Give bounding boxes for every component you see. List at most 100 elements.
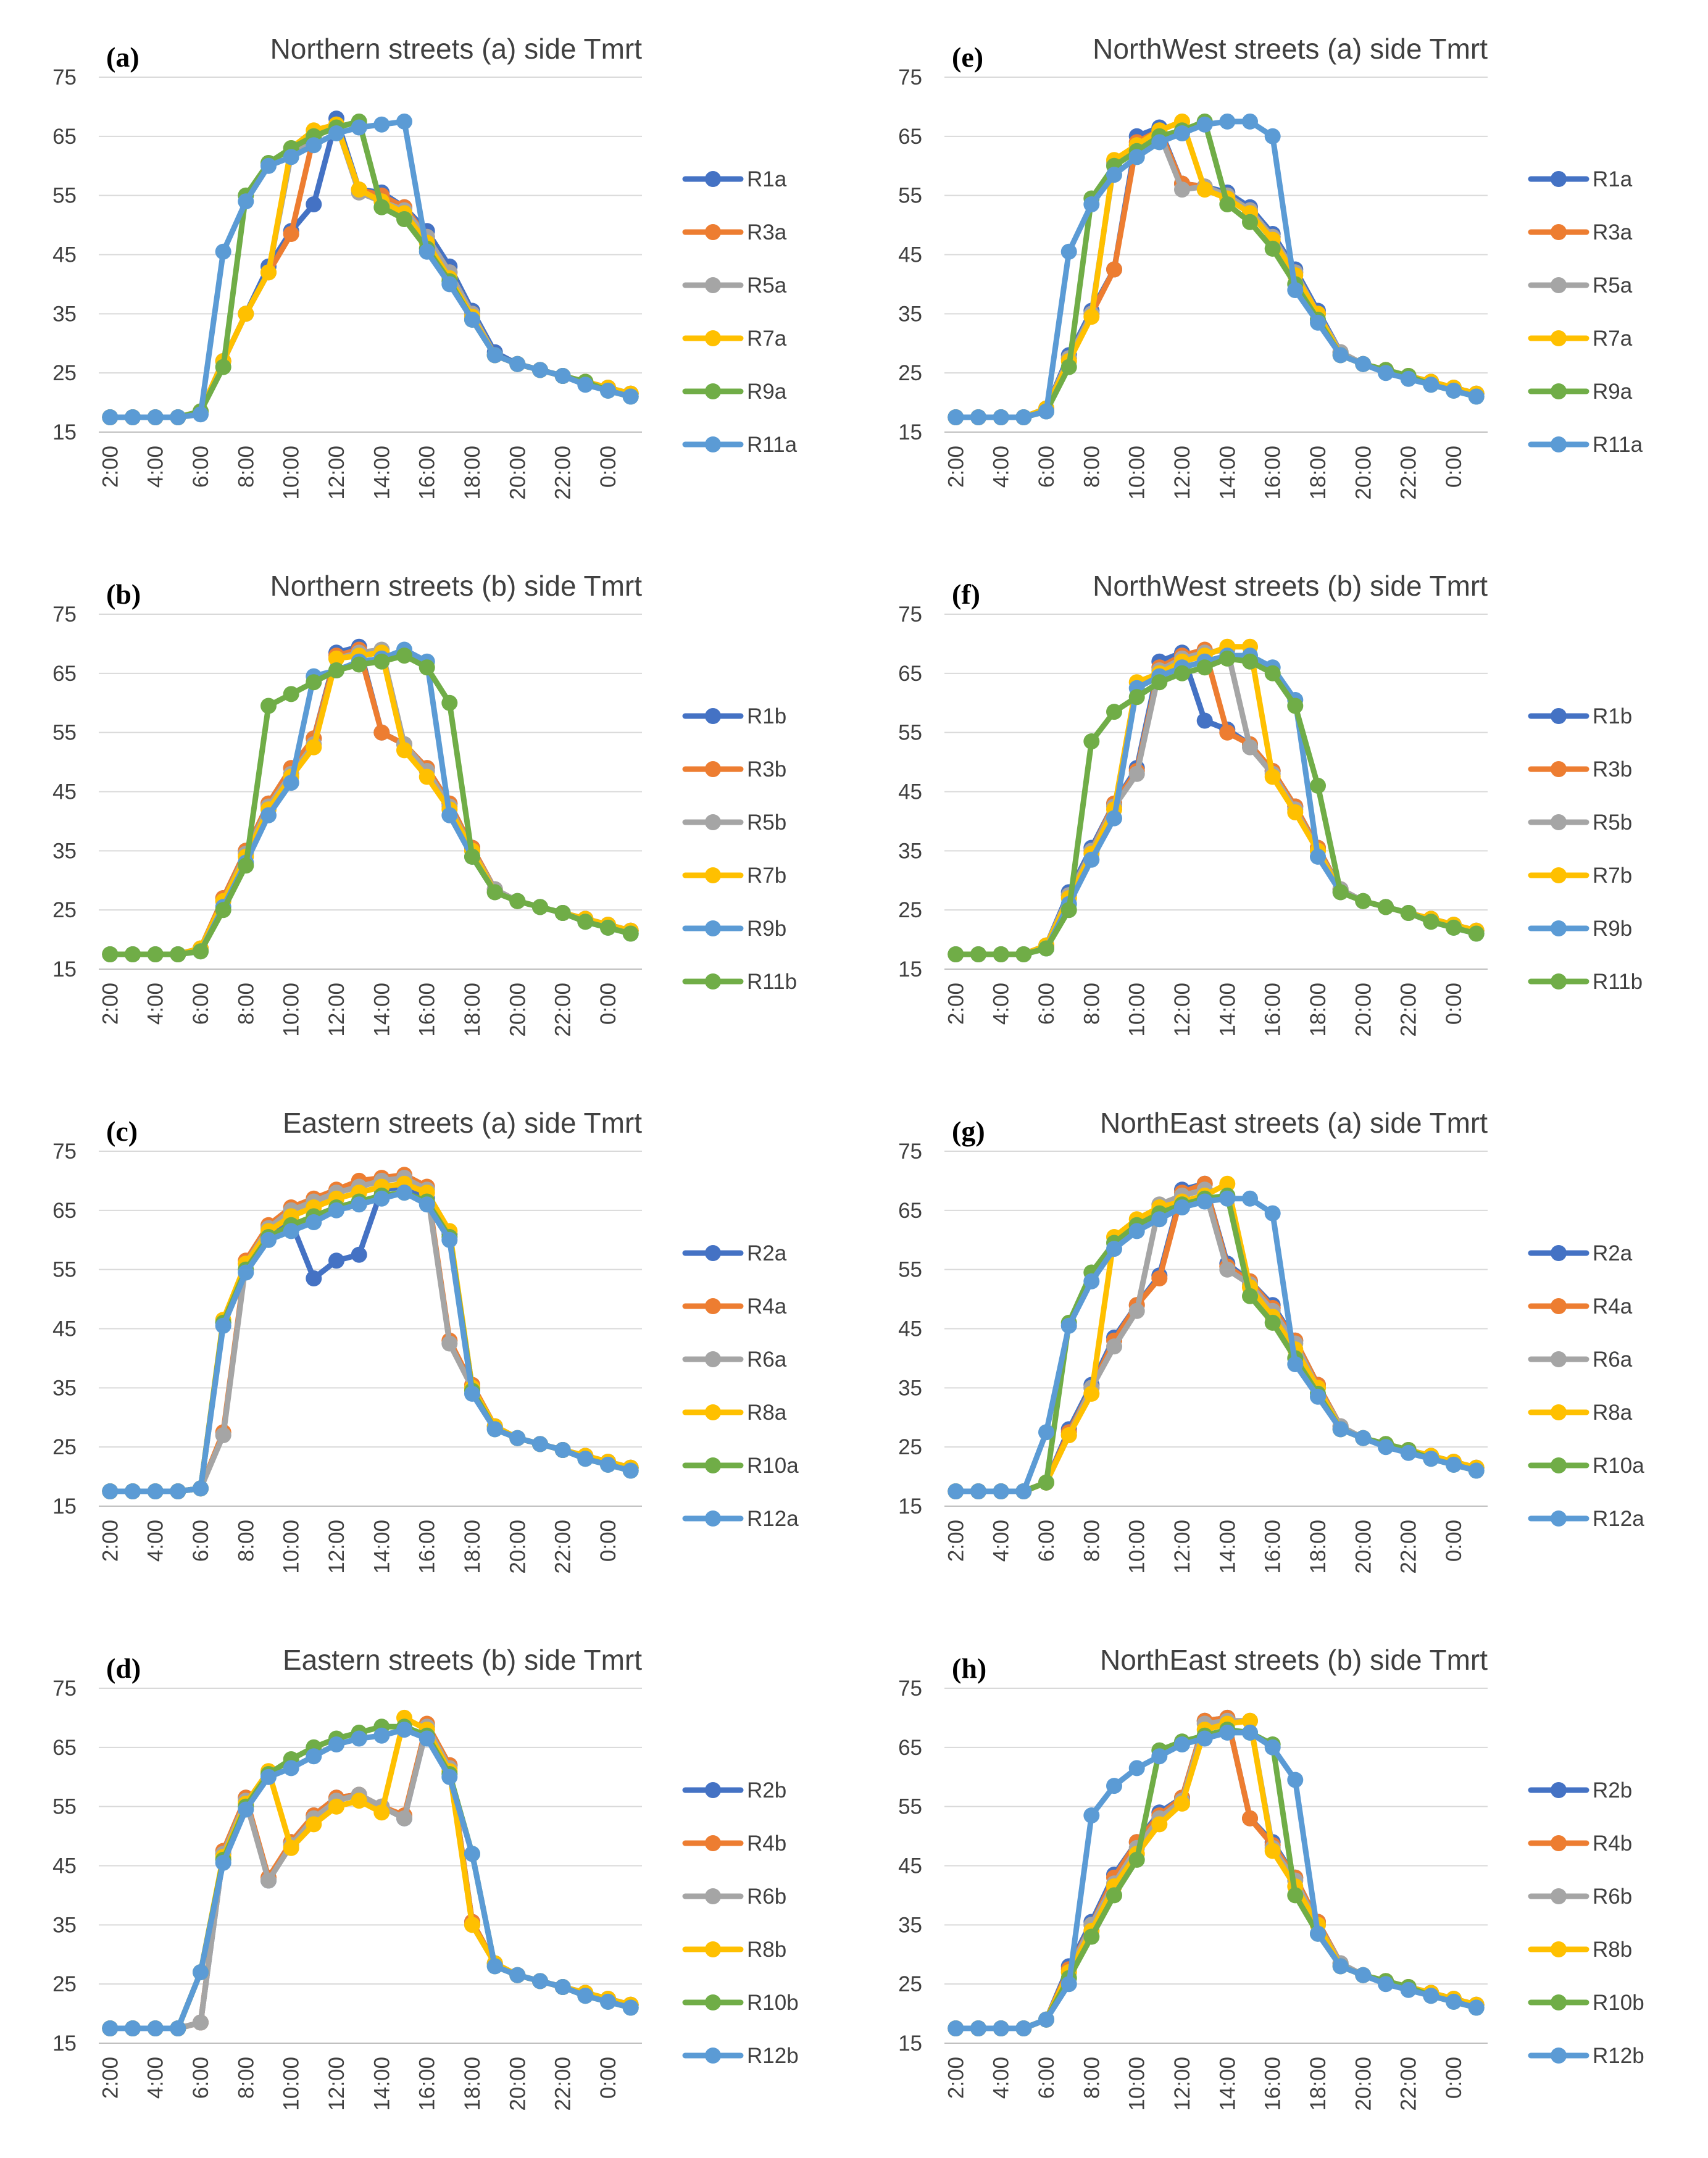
y-tick-label: 15 bbox=[898, 420, 922, 444]
legend-marker bbox=[705, 436, 721, 452]
data-point bbox=[1287, 804, 1304, 820]
data-point bbox=[1219, 1261, 1236, 1278]
x-tick-label: 18:00 bbox=[1306, 2057, 1330, 2111]
data-point bbox=[1106, 810, 1122, 827]
legend-marker bbox=[705, 224, 721, 240]
y-tick-label: 15 bbox=[898, 957, 922, 981]
x-tick-label: 8:00 bbox=[234, 983, 258, 1025]
data-point bbox=[260, 264, 277, 281]
y-tick-label: 35 bbox=[898, 1913, 922, 1937]
data-point bbox=[1128, 689, 1145, 706]
data-point bbox=[1400, 1981, 1417, 1998]
panel-label: (b) bbox=[106, 578, 141, 610]
data-point bbox=[306, 137, 322, 154]
legend-marker bbox=[705, 867, 721, 883]
data-point bbox=[1310, 848, 1326, 865]
data-point bbox=[441, 1768, 458, 1785]
data-point bbox=[1264, 128, 1281, 144]
data-point bbox=[464, 1846, 480, 1862]
data-point bbox=[306, 1270, 322, 1286]
chart-panel: 15 25 35 45 55 65 75 2:00 4:00 6:00 8:00 10:00 12:00… bbox=[898, 570, 1643, 1037]
data-point bbox=[125, 946, 141, 962]
panel-label: (d) bbox=[106, 1652, 141, 1684]
x-tick-label: 10:00 bbox=[280, 446, 304, 500]
data-point bbox=[328, 1798, 344, 1815]
y-tick-label: 75 bbox=[898, 602, 922, 627]
x-tick-label: 6:00 bbox=[1035, 2057, 1059, 2099]
data-point bbox=[1060, 1317, 1077, 1334]
y-tick-label: 15 bbox=[52, 420, 77, 444]
y-tick-label: 75 bbox=[52, 1139, 77, 1164]
legend-label: R10a bbox=[747, 1454, 799, 1478]
legend-label: R10b bbox=[1593, 1991, 1644, 2015]
data-point bbox=[1196, 116, 1213, 133]
y-tick-label: 55 bbox=[898, 1258, 922, 1282]
x-tick-label: 12:00 bbox=[1170, 983, 1194, 1037]
chart-panel: 15 25 35 45 55 65 75 2:00 4:00 6:00 8:00 10:00 12:00… bbox=[52, 1644, 799, 2111]
legend-label: R3a bbox=[747, 220, 787, 244]
data-point bbox=[1423, 914, 1439, 930]
data-point bbox=[170, 409, 186, 425]
y-tick-label: 35 bbox=[52, 302, 77, 326]
data-point bbox=[1468, 925, 1485, 942]
data-point bbox=[1355, 1430, 1372, 1446]
data-point bbox=[193, 1480, 209, 1497]
x-tick-label: 16:00 bbox=[1261, 2057, 1285, 2111]
legend-marker bbox=[1551, 1782, 1567, 1798]
data-point bbox=[1196, 181, 1213, 198]
y-tick-label: 65 bbox=[898, 125, 922, 149]
chart-title: NorthEast streets (b) side Tmrt bbox=[1100, 1644, 1488, 1676]
data-point bbox=[577, 1451, 594, 1467]
data-point bbox=[306, 1816, 322, 1833]
data-point bbox=[306, 739, 322, 756]
data-point bbox=[554, 1979, 571, 1995]
data-point bbox=[1378, 1439, 1394, 1456]
chart-title: Eastern streets (a) side Tmrt bbox=[283, 1107, 642, 1139]
chart-panel: 15 25 35 45 55 65 75 2:00 4:00 6:00 8:00 10:00 12:00… bbox=[52, 33, 798, 500]
legend-label: R12a bbox=[1593, 1507, 1644, 1531]
x-tick-label: 22:00 bbox=[551, 983, 575, 1037]
data-point bbox=[1355, 1967, 1372, 1983]
data-point bbox=[1060, 243, 1077, 260]
legend-label: R8b bbox=[1593, 1938, 1632, 1962]
legend-marker bbox=[1551, 171, 1567, 187]
data-point bbox=[396, 113, 412, 130]
legend-marker bbox=[705, 1510, 721, 1527]
data-point bbox=[1242, 1190, 1258, 1207]
legend-marker bbox=[1551, 920, 1567, 936]
data-point bbox=[102, 946, 119, 962]
x-tick-label: 18:00 bbox=[460, 446, 485, 500]
data-point bbox=[215, 243, 231, 260]
data-point bbox=[283, 775, 299, 791]
y-tick-label: 15 bbox=[52, 1494, 77, 1519]
data-point bbox=[486, 1421, 503, 1438]
legend-label: R11b bbox=[1593, 970, 1643, 994]
x-tick-label: 22:00 bbox=[1397, 983, 1421, 1037]
y-tick-label: 75 bbox=[898, 1677, 922, 1701]
legend-marker bbox=[1551, 1835, 1567, 1851]
x-tick-label: 10:00 bbox=[1125, 1520, 1149, 1574]
x-tick-label: 8:00 bbox=[1080, 983, 1104, 1025]
data-point bbox=[396, 1810, 412, 1827]
data-point bbox=[260, 698, 277, 714]
data-point bbox=[125, 1483, 141, 1499]
x-tick-label: 0:00 bbox=[1442, 983, 1466, 1025]
legend-label: R2a bbox=[1593, 1241, 1633, 1265]
legend-label: R2b bbox=[747, 1778, 786, 1802]
data-point bbox=[1083, 1807, 1100, 1823]
data-point bbox=[464, 848, 480, 865]
data-point bbox=[993, 2020, 1009, 2036]
y-tick-label: 15 bbox=[898, 2031, 922, 2056]
legend-marker bbox=[705, 1298, 721, 1314]
data-point bbox=[1128, 1302, 1145, 1319]
data-point bbox=[554, 905, 571, 921]
legend-marker bbox=[705, 1835, 721, 1851]
y-tick-label: 25 bbox=[898, 1435, 922, 1459]
data-point bbox=[351, 1196, 367, 1213]
legend-marker bbox=[705, 814, 721, 830]
legend-marker bbox=[705, 383, 721, 399]
data-point bbox=[441, 276, 458, 293]
legend-label: R10a bbox=[1593, 1454, 1644, 1478]
data-point bbox=[215, 359, 231, 375]
data-point bbox=[1083, 851, 1100, 868]
